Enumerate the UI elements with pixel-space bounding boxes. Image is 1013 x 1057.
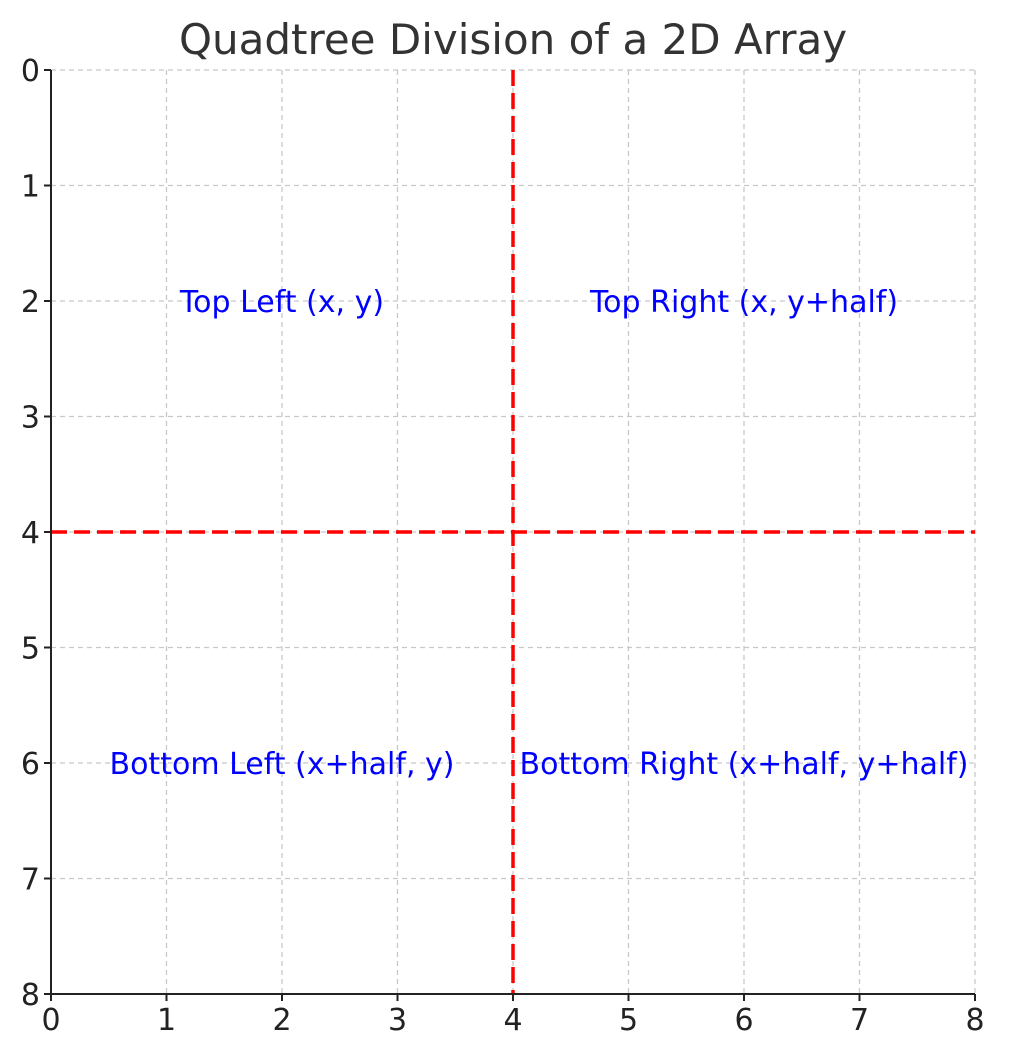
y-tick-label: 6 xyxy=(21,747,40,782)
x-tick-label: 3 xyxy=(388,1003,407,1038)
x-tick-label: 1 xyxy=(157,1003,176,1038)
quadrant-label: Top Right (x, y+half) xyxy=(589,285,898,320)
quadrant-label: Top Left (x, y) xyxy=(179,285,384,320)
chart-title: Quadtree Division of a 2D Array xyxy=(179,15,847,64)
quadrant-annotations: Top Left (x, y) Top Right (x, y+half) Bott… xyxy=(110,285,969,782)
y-tick-label: 0 xyxy=(21,54,40,89)
y-tick-label: 4 xyxy=(21,516,40,551)
y-tick-label: 7 xyxy=(21,863,40,898)
quadrant-label: Bottom Right (x+half, y+half) xyxy=(520,747,969,782)
x-tick-label: 7 xyxy=(850,1003,869,1038)
x-tick-label: 4 xyxy=(503,1003,522,1038)
quadrant-dividers xyxy=(51,70,975,994)
x-tick-label: 6 xyxy=(734,1003,753,1038)
y-tick-label: 3 xyxy=(21,401,40,436)
y-tick-label: 1 xyxy=(21,170,40,205)
y-tick-label: 5 xyxy=(21,632,40,667)
x-tick-label: 5 xyxy=(619,1003,638,1038)
x-tick-label: 0 xyxy=(41,1003,60,1038)
quadrant-label: Bottom Left (x+half, y) xyxy=(110,747,455,782)
x-tick-label: 8 xyxy=(965,1003,984,1038)
axes xyxy=(44,69,976,1001)
x-tick-label: 2 xyxy=(272,1003,291,1038)
y-tick-label: 2 xyxy=(21,285,40,320)
y-tick-label: 8 xyxy=(21,978,40,1013)
